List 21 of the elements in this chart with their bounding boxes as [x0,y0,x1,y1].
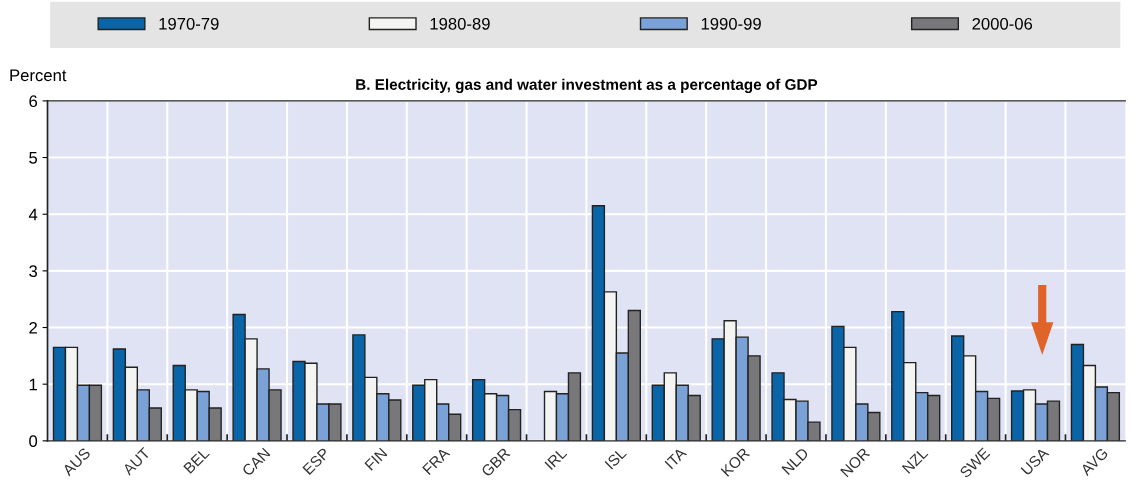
x-tick-label: USA [1020,446,1050,476]
x-tick-label: NZL [901,447,929,474]
y-tick-label: 4 [28,208,38,221]
y-tick-label: 6 [29,95,38,108]
legend-label: 2000-06 [972,17,1033,30]
y-tick-label: 1 [29,378,37,391]
y-tick-label: 0 [29,435,38,448]
y-tick-label: 5 [29,152,38,164]
legend-label: 1990-99 [701,17,761,30]
x-tick-label: FRA [422,446,451,475]
y-tick-label: 3 [29,265,38,278]
chart-title: B. Electricity, gas and water investment as a percentage of GDP [356,78,818,94]
y-tick-label: 2 [29,321,37,334]
x-tick-label: BEL [183,447,210,474]
x-tick-label: FIN [364,447,388,471]
y-axis-title: Percent [10,69,67,82]
x-tick-label: ISL [604,447,628,470]
x-tick-label: IRL [544,447,568,471]
legend-label: 1980-89 [430,17,490,30]
legend-label: 1970-79 [159,17,219,30]
x-tick-label: ITA [664,446,688,470]
